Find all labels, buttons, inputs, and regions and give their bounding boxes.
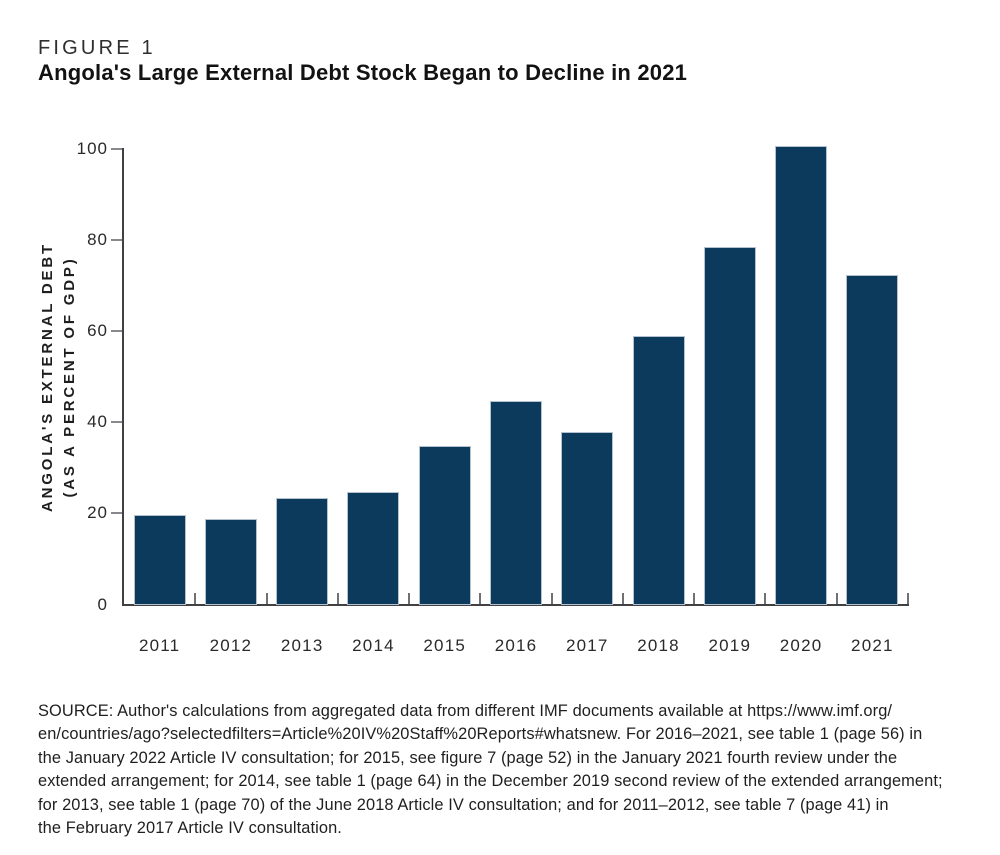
x-axis-tick bbox=[336, 592, 339, 605]
bar-2015 bbox=[418, 446, 471, 606]
bar-2021 bbox=[846, 275, 899, 606]
y-axis-label-line-2: (AS A PERCENT OF GDP) bbox=[61, 256, 78, 498]
x-tick-label-2020: 2020 bbox=[779, 636, 823, 655]
source-line: the January 2022 Article IV consultation… bbox=[38, 748, 898, 767]
y-tick-label-40: 40 bbox=[87, 412, 108, 432]
x-tick-label-2015: 2015 bbox=[423, 636, 467, 655]
y-tick-mark bbox=[111, 512, 122, 515]
x-axis-tick bbox=[621, 592, 624, 605]
figure-title: Angola's Large External Debt Stock Began… bbox=[38, 60, 688, 85]
bar-2019 bbox=[703, 246, 756, 606]
x-tick-label-2013: 2013 bbox=[280, 636, 324, 655]
x-tick-label-2011: 2011 bbox=[138, 636, 181, 655]
x-tick-label-2014: 2014 bbox=[352, 636, 395, 655]
x-axis-tick bbox=[408, 592, 411, 605]
x-axis-tick bbox=[194, 592, 197, 605]
x-axis-tick bbox=[265, 592, 268, 605]
x-tick-label-2017: 2017 bbox=[565, 636, 609, 655]
y-tick-mark bbox=[111, 148, 122, 151]
y-tick-label-100: 100 bbox=[76, 139, 108, 159]
source-line: en/countries/ago?selectedfilters=Article… bbox=[38, 725, 923, 744]
y-tick-mark bbox=[111, 239, 122, 242]
x-tick-label-2016: 2016 bbox=[494, 636, 538, 655]
y-axis-line bbox=[122, 148, 124, 606]
y-tick-mark bbox=[111, 421, 122, 424]
x-axis-tick bbox=[693, 592, 696, 605]
x-tick-label-2019: 2019 bbox=[708, 636, 752, 655]
bar-2016 bbox=[490, 400, 542, 606]
x-tick-label-2021: 2021 bbox=[851, 636, 894, 655]
bar-2012 bbox=[204, 519, 257, 606]
y-axis-label-line-1: ANGOLA'S EXTERNAL DEBT bbox=[39, 242, 56, 512]
y-axis-label: ANGOLA'S EXTERNAL DEBT (AS A PERCENT OF … bbox=[37, 242, 81, 512]
figure-label: FIGURE 1 bbox=[38, 37, 156, 59]
source-line: the February 2017 Article IV consultatio… bbox=[38, 819, 342, 838]
x-axis-tick bbox=[907, 592, 909, 605]
x-axis-tick bbox=[550, 592, 553, 605]
x-axis-tick bbox=[764, 592, 767, 605]
y-tick-label-60: 60 bbox=[87, 321, 108, 341]
source-line: extended arrangement; for 2014, see tabl… bbox=[38, 772, 943, 791]
x-tick-label-2018: 2018 bbox=[637, 636, 680, 655]
bar-2014 bbox=[347, 491, 400, 606]
bar-2017 bbox=[561, 432, 614, 606]
x-axis-tick bbox=[835, 592, 838, 605]
source-line: for 2013, see table 1 (page 70) of the J… bbox=[38, 795, 889, 814]
bar-2011 bbox=[133, 515, 186, 606]
x-tick-label-2012: 2012 bbox=[209, 636, 253, 655]
x-axis-tick bbox=[479, 592, 482, 605]
bar-2013 bbox=[276, 498, 329, 606]
source-line: SOURCE: Author's calculations from aggre… bbox=[38, 702, 893, 720]
y-tick-label-0: 0 bbox=[97, 594, 108, 614]
y-tick-label-20: 20 bbox=[87, 503, 108, 523]
y-tick-mark bbox=[111, 330, 122, 333]
bar-2018 bbox=[632, 336, 685, 606]
y-tick-label-80: 80 bbox=[87, 230, 108, 250]
bar-2020 bbox=[775, 146, 828, 606]
source-note: SOURCE: Author's calculations from aggre… bbox=[38, 700, 968, 840]
